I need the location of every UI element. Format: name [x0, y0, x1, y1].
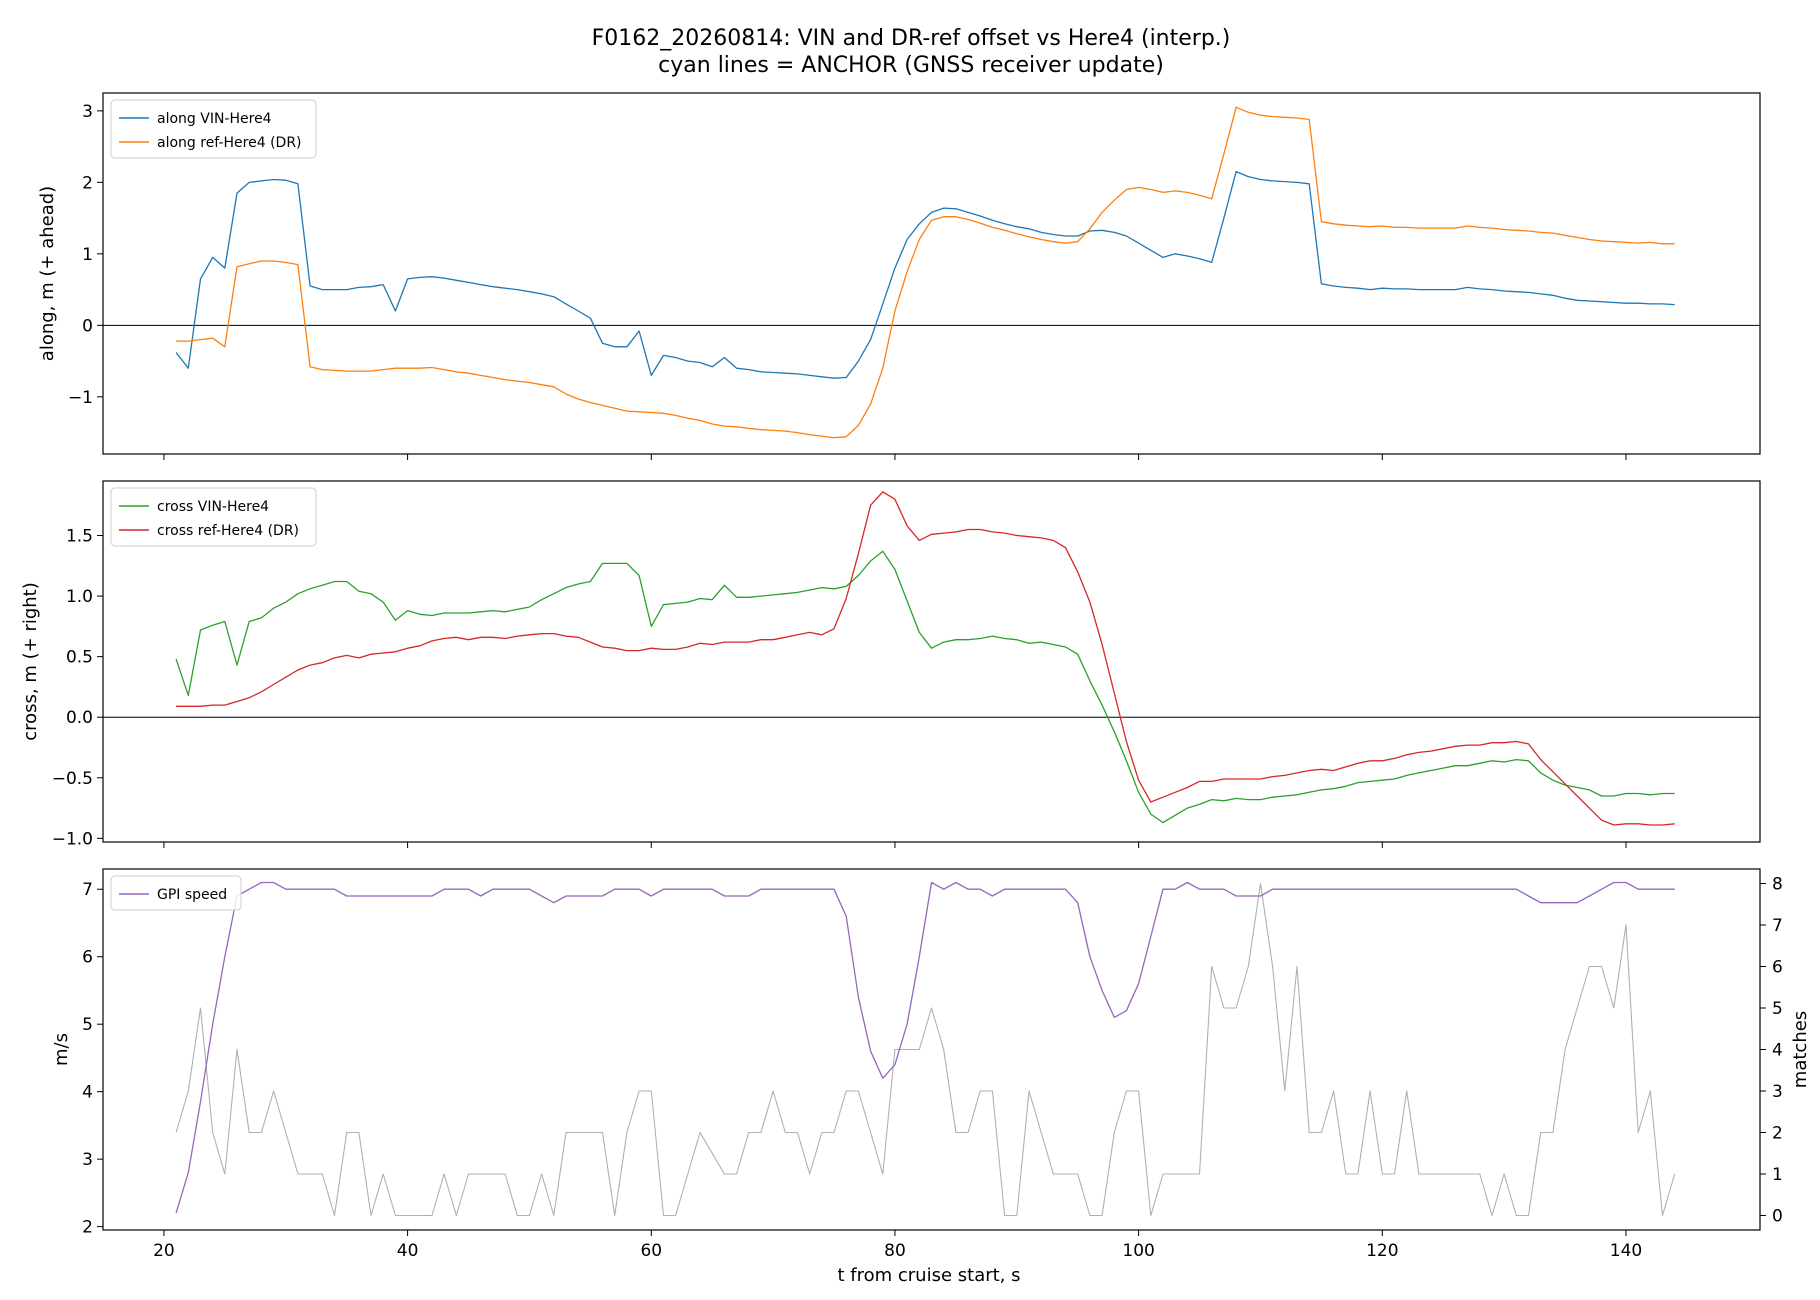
y2-tick-label: 6	[1772, 958, 1783, 978]
y2-tick-label: 2	[1772, 1123, 1783, 1143]
y-axis-label: m/s	[51, 1033, 72, 1066]
series-line-matches	[175, 882, 1676, 1217]
y-tick-label: 3	[82, 1150, 93, 1170]
x-tick-label: 40	[397, 1241, 419, 1261]
legend-label: along ref-Here4 (DR)	[157, 135, 302, 151]
series-line-gpi-speed	[175, 881, 1675, 1214]
panel-2: −1.0 −0.5 0.0 0.5 1.0 1.5 cross, m (+ right) cr…	[20, 480, 1761, 849]
x-axis-label: t from cruise start, s	[837, 1265, 1020, 1286]
x-tick-label: 140	[1610, 1241, 1642, 1261]
legend: GPI speed	[110, 875, 242, 911]
figure-title-line1: F0162_20260814: VIN and DR-ref offset vs…	[592, 26, 1231, 51]
y2-tick-label: 5	[1772, 999, 1783, 1019]
y-tick-label: 3	[82, 102, 93, 122]
panel-3: 20 40 60 80 100 120 140 2 3 4 5 6 7 0 1 2 3 4 5 6 7 8 matches m…	[51, 868, 1811, 1261]
y-tick-label: 4	[82, 1083, 93, 1103]
legend-label: along VIN-Here4	[157, 111, 272, 127]
y2-tick-label: 0	[1772, 1206, 1783, 1226]
x-tick-label: 80	[884, 1241, 906, 1261]
y-tick-label: 1.0	[66, 587, 93, 607]
legend-box	[110, 99, 317, 159]
legend-label: cross ref-Here4 (DR)	[157, 523, 299, 539]
plot-frame	[102, 480, 1761, 843]
y-tick-label: −1	[68, 388, 93, 408]
x-tick-label: 120	[1366, 1241, 1398, 1261]
y-tick-label: 0	[82, 316, 93, 336]
y-tick-label: −1.0	[52, 829, 93, 849]
x-tick-label: 20	[153, 1241, 175, 1261]
series-line-cross-vin-here4	[175, 550, 1675, 824]
y-axis-label: along, m (+ ahead)	[37, 186, 58, 361]
plot-frame	[102, 92, 1761, 455]
legend: along VIN-Here4 along ref-Here4 (DR)	[110, 99, 317, 159]
x-tick-label: 100	[1122, 1241, 1154, 1261]
figure-title-line2: cyan lines = ANCHOR (GNSS receiver updat…	[658, 53, 1164, 78]
legend-box	[110, 487, 317, 547]
legend-label: cross VIN-Here4	[157, 499, 269, 515]
y-tick-label: 7	[82, 880, 93, 900]
series-line-along-vin-here4	[175, 170, 1675, 379]
y2-axis-label: matches	[1790, 1011, 1811, 1088]
legend: cross VIN-Here4 cross ref-Here4 (DR)	[110, 487, 317, 547]
y-tick-label: 6	[82, 948, 93, 968]
legend-box	[110, 875, 242, 911]
y-tick-label: 1.5	[66, 527, 93, 547]
y-tick-label: 2	[82, 173, 93, 193]
legend-label: GPI speed	[157, 887, 227, 903]
y2-tick-label: 8	[1772, 875, 1783, 895]
y-tick-label: 1	[82, 245, 93, 265]
y2-tick-label: 4	[1772, 1041, 1783, 1061]
y-tick-label: 0.5	[66, 648, 93, 668]
series-line-along-ref-here4-dr	[176, 106, 1675, 439]
y2-tick-label: 1	[1772, 1165, 1783, 1185]
y2-tick-label: 3	[1772, 1082, 1783, 1102]
x-tick-label: 60	[640, 1241, 662, 1261]
y2-tick-label: 7	[1772, 916, 1783, 936]
y-tick-label: −0.5	[52, 769, 93, 789]
y-tick-label: 5	[82, 1015, 93, 1035]
y-tick-label: 0.0	[66, 708, 93, 728]
y-tick-label: 2	[82, 1218, 93, 1238]
y-axis-label: cross, m (+ right)	[20, 582, 41, 741]
series-line-cross-ref-here4-dr	[176, 491, 1675, 826]
